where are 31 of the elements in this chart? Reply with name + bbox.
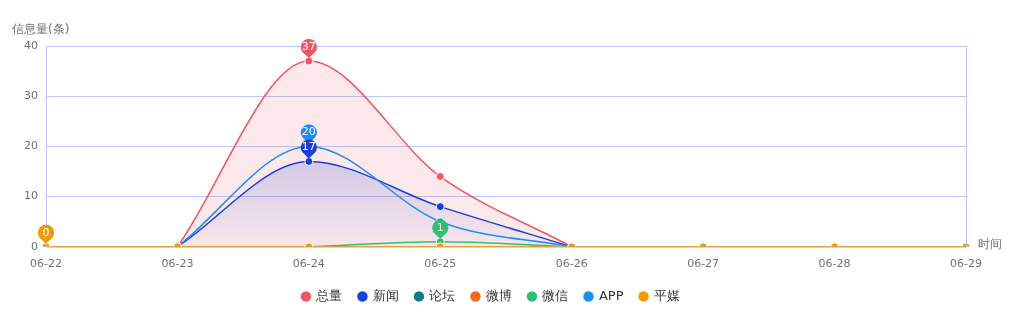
x-tick-label: 06-25 <box>424 257 457 271</box>
x-tick-label: 06-27 <box>687 257 720 271</box>
x-tick-label: 06-28 <box>818 257 851 271</box>
point <box>435 202 445 212</box>
y-axis-title: 信息量(条) <box>12 22 70 37</box>
y-tick-label: 10 <box>24 189 38 203</box>
point <box>304 56 314 66</box>
x-tick-label: 06-24 <box>292 257 325 271</box>
x-tick-label: 06-22 <box>30 257 62 271</box>
legend-label: 平媒 <box>654 287 681 303</box>
y-tick-label: 0 <box>31 239 38 253</box>
annotation: 0 <box>42 225 50 239</box>
annotation: 37 <box>301 39 316 53</box>
y-tick-label: 20 <box>24 139 38 153</box>
y-tick-label: 30 <box>24 89 38 103</box>
annotation: 17 <box>301 140 316 154</box>
legend-label: 微博 <box>485 287 512 303</box>
x-tick-label: 06-23 <box>161 257 194 271</box>
x-axis-title: 时间 <box>978 236 1002 251</box>
point <box>304 156 314 166</box>
x-tick-label: 06-26 <box>555 257 588 271</box>
point <box>435 172 445 182</box>
legend-label: 总量 <box>315 287 343 303</box>
x-tick-label: 06-29 <box>950 257 982 271</box>
legend-label: 新闻 <box>372 287 399 303</box>
legend-label: 微信 <box>542 287 569 303</box>
annotation: 20 <box>301 125 316 139</box>
legend-label: 论坛 <box>429 287 456 303</box>
y-tick-label: 40 <box>24 38 38 52</box>
annotation: 1 <box>436 220 444 234</box>
legend-label: APP <box>598 287 624 303</box>
